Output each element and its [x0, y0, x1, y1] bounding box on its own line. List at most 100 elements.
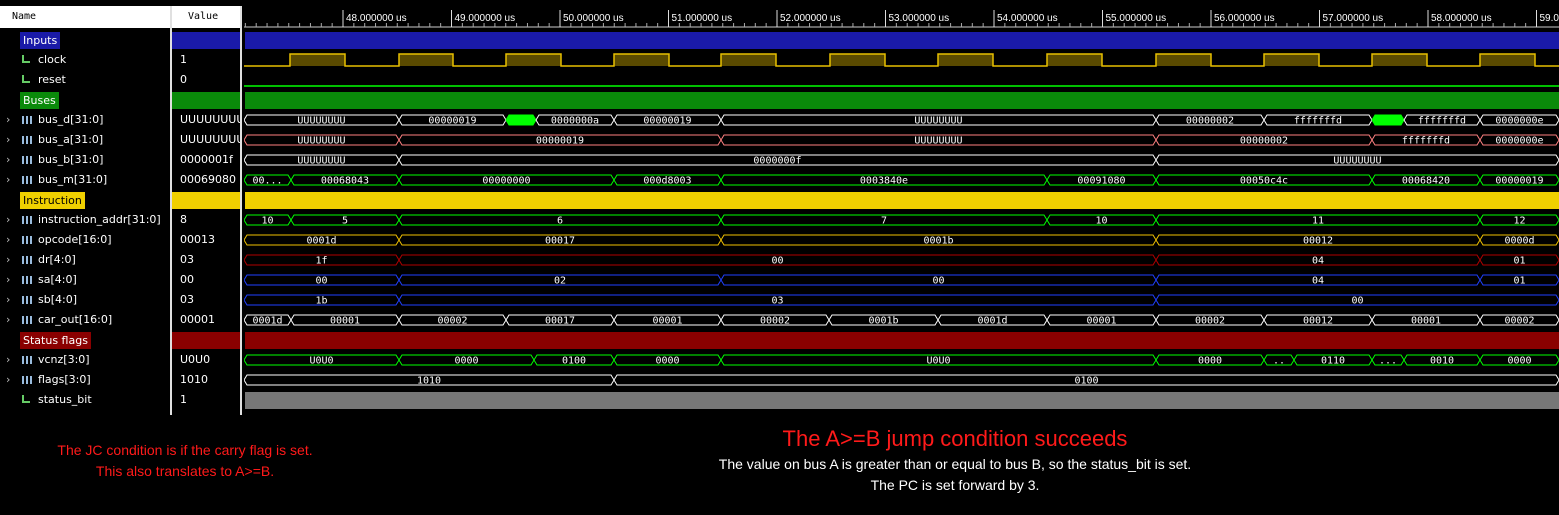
bus-value-label: 0000d [1504, 236, 1534, 247]
bus-signal-icon [22, 216, 32, 224]
signal-row[interactable]: clock [0, 50, 170, 70]
signal-row[interactable]: › flags[3:0] [0, 370, 170, 390]
bus-value-label: 6 [557, 216, 563, 227]
ruler-label: 51.000000 us [672, 13, 733, 24]
clock-high-fill [938, 54, 993, 66]
signal-row[interactable]: › sb[4:0] [0, 290, 170, 310]
bus-value-label: 11 [1312, 216, 1324, 227]
values-splitter[interactable] [240, 6, 242, 415]
signal-names-panel: Name Inputs clock reset Buses › bus_d[31:0] › b… [0, 6, 170, 415]
group-bar [245, 32, 1559, 49]
bus-value-label: 1f [315, 256, 327, 267]
signal-row[interactable]: › bus_a[31:0] [0, 130, 170, 150]
signal-row[interactable]: › bus_b[31:0] [0, 150, 170, 170]
signal-row[interactable]: › instruction_addr[31:0] [0, 210, 170, 230]
signal-row[interactable]: › vcnz[3:0] [0, 350, 170, 370]
ruler-label: 52.000000 us [780, 13, 841, 24]
signal-row[interactable]: › opcode[16:0] [0, 230, 170, 250]
signal-values-panel: Value 1 0 UUUUUUUU UUUUUUUU 0000001f 00069080… [172, 6, 240, 415]
expand-arrow-icon[interactable]: › [6, 370, 10, 390]
signal-name: bus_d[31:0] [38, 110, 103, 130]
signal-row[interactable]: › bus_d[31:0] [0, 110, 170, 130]
bus-value-label: fffffffd [1418, 116, 1466, 127]
expand-arrow-icon[interactable]: › [6, 270, 10, 290]
signal-value: 00013 [172, 230, 240, 250]
clock-high-fill [1480, 54, 1535, 66]
bus-signal-icon [22, 296, 32, 304]
group-label[interactable]: Instruction [20, 192, 85, 209]
signal-value: 0000001f [172, 150, 240, 170]
group-bar [245, 332, 1559, 349]
bus-value-label: 00... [252, 176, 282, 187]
group-label[interactable]: Inputs [20, 32, 60, 49]
bus-value-label: 0000000e [1495, 136, 1543, 147]
group-row[interactable]: Buses [0, 90, 170, 110]
signal-row[interactable]: status_bit [0, 390, 170, 410]
expand-arrow-icon[interactable]: › [6, 310, 10, 330]
bus-value-label: 01 [1513, 276, 1525, 287]
note-line-1: The JC condition is if the carry flag is… [20, 440, 350, 461]
signal-name: sa[4:0] [38, 270, 77, 290]
group-row[interactable]: Instruction [0, 190, 170, 210]
bus-signal-icon [22, 356, 32, 364]
expand-arrow-icon[interactable]: › [6, 230, 10, 250]
bus-value-label: 00012 [1303, 316, 1333, 327]
signal-value: UUUUUUUU [172, 130, 240, 150]
bus-value-label: 00002 [1195, 316, 1225, 327]
signal-value: 00069080 [172, 170, 240, 190]
group-row[interactable]: Inputs [0, 30, 170, 50]
bus-value-label: 5 [342, 216, 348, 227]
waveform-canvas[interactable]: 48.000000 us 49.000000 us 50.000000 us 51.0… [244, 6, 1559, 415]
group-value-bar [172, 32, 240, 49]
expand-arrow-icon[interactable]: › [6, 250, 10, 270]
expand-arrow-icon[interactable]: › [6, 210, 10, 230]
signal-name: opcode[16:0] [38, 230, 112, 250]
group-bar [245, 192, 1559, 209]
explanation-line-1: The value on bus A is greater than or eq… [640, 454, 1270, 475]
bus-value-label: 7 [881, 216, 887, 227]
bus-value-label: 00000002 [1186, 116, 1234, 127]
signal-value: 1 [172, 50, 240, 70]
signal-value: 8 [172, 210, 240, 230]
bus-value-label: 00000000 [482, 176, 530, 187]
value-column-header[interactable]: Value [172, 6, 240, 28]
signal-row[interactable]: › car_out[16:0] [0, 310, 170, 330]
expand-arrow-icon[interactable]: › [6, 150, 10, 170]
expand-arrow-icon[interactable]: › [6, 170, 10, 190]
bus-value-label: 00001 [330, 316, 360, 327]
signal-row[interactable]: reset [0, 70, 170, 90]
bus-value-label: 00001 [1086, 316, 1116, 327]
group-label[interactable]: Status flags [20, 332, 91, 349]
signal-name: bus_a[31:0] [38, 130, 103, 150]
expand-arrow-icon[interactable]: › [6, 130, 10, 150]
bus-value-label: 0000 [454, 356, 478, 367]
signal-name: sb[4:0] [38, 290, 77, 310]
group-row[interactable]: Status flags [0, 330, 170, 350]
group-label[interactable]: Buses [20, 92, 59, 109]
bus-value-label: 0000000f [753, 156, 801, 167]
expand-arrow-icon[interactable]: › [6, 290, 10, 310]
expand-arrow-icon[interactable]: › [6, 110, 10, 130]
bus-value-label: 10 [261, 216, 273, 227]
bus-value-label: 00017 [545, 236, 575, 247]
signal-row[interactable]: › dr[4:0] [0, 250, 170, 270]
explanation-line-2: The PC is set forward by 3. [640, 475, 1270, 496]
bus-value-label: 00068420 [1402, 176, 1450, 187]
signal-row[interactable]: › bus_m[31:0] [0, 170, 170, 190]
signal-name: dr[4:0] [38, 250, 76, 270]
bus-value-label: 0001d [306, 236, 336, 247]
signal-row[interactable]: › sa[4:0] [0, 270, 170, 290]
bus-value-label: 12 [1513, 216, 1525, 227]
signal-value: 00 [172, 270, 240, 290]
bus-value-label: 0000 [655, 356, 679, 367]
bus-value-label: 00 [771, 256, 783, 267]
name-column-header[interactable]: Name [0, 6, 170, 28]
bus-value-label: 00017 [545, 316, 575, 327]
expand-arrow-icon[interactable]: › [6, 350, 10, 370]
result-title: The A>=B jump condition succeeds [640, 424, 1270, 454]
waveform-viewer: Name Inputs clock reset Buses › bus_d[31:0] › b… [0, 0, 1559, 415]
bus-value-label: 0001b [923, 236, 953, 247]
bus-value-label: 00068043 [321, 176, 369, 187]
clock-high-fill [614, 54, 669, 66]
result-explanation: The A>=B jump condition succeeds The val… [640, 424, 1270, 496]
